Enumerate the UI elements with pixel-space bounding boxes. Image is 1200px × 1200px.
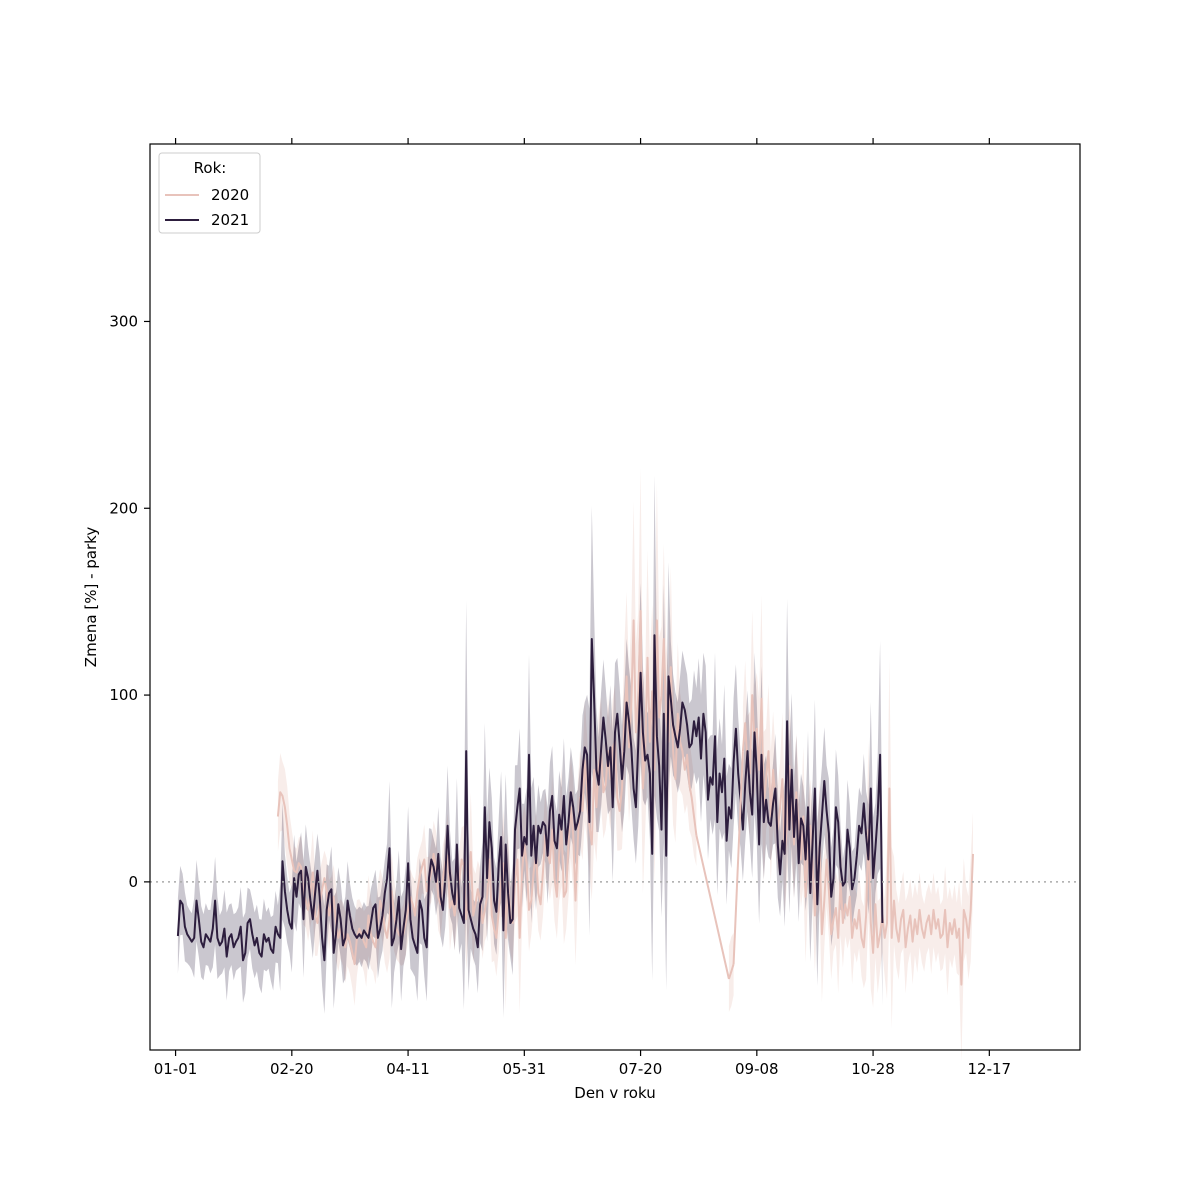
line-2020-0 [276, 610, 698, 966]
x-tick-label-01-01: 01-01 [154, 1060, 198, 1078]
line-2020-2 [741, 694, 974, 986]
x-axis-label: Den v roku [574, 1084, 655, 1102]
axes: 01-01 02-20 04-11 05-31 07-20 09-08 10-28 12-17… [109, 138, 1081, 1078]
x-tick-label-07-20: 07-20 [619, 1060, 663, 1078]
y-tick-label-0: 0 [128, 873, 138, 891]
x-tick-label-02-20: 02-20 [270, 1060, 314, 1078]
band-2021-0 [177, 475, 883, 1018]
plot-frame [149, 143, 1081, 1051]
band-2020-0 [277, 468, 697, 1014]
y-axis-label: Zmena [%] - parky [82, 527, 100, 668]
confidence-bands [177, 468, 973, 1062]
legend-title: Rok: [194, 159, 227, 177]
line-2020-bridge-0 [695, 834, 730, 980]
series-lines [176, 610, 974, 986]
y-tick-label-100: 100 [109, 686, 138, 704]
x-tick-label-12-17: 12-17 [968, 1060, 1012, 1078]
x-tick-label-05-31: 05-31 [503, 1060, 547, 1078]
legend-label-2021: 2021 [211, 211, 249, 229]
legend: Rok: 2020 2021 [158, 152, 261, 234]
legend-label-2020: 2020 [211, 186, 249, 204]
band-2020-2 [742, 595, 973, 1062]
x-tick-label-04-11: 04-11 [386, 1060, 430, 1078]
y-tick-label-300: 300 [109, 312, 138, 330]
x-tick-label-09-08: 09-08 [735, 1060, 779, 1078]
x-tick-label-10-28: 10-28 [851, 1060, 895, 1078]
line-2020-1 [727, 963, 735, 980]
line-2021-0 [176, 634, 884, 962]
legend-box [158, 152, 261, 234]
line-2020-bridge-1 [732, 751, 744, 965]
y-tick-label-200: 200 [109, 499, 138, 517]
